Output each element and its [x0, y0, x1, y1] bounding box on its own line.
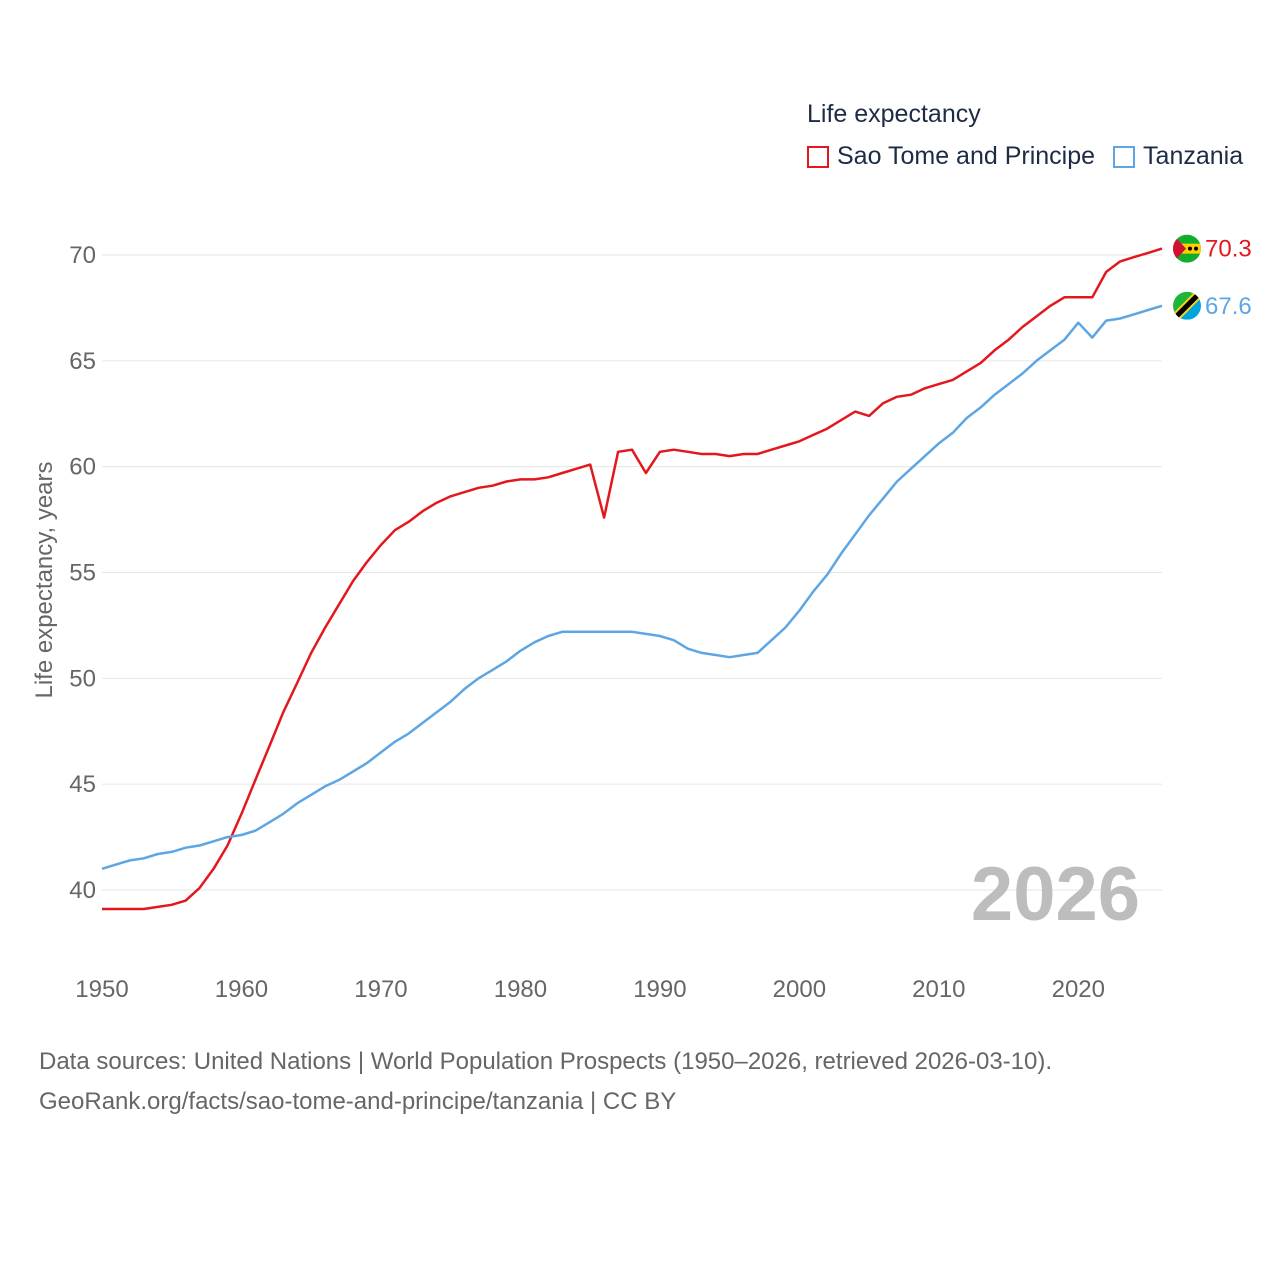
flag-icon-0 [1173, 234, 1201, 263]
x-tick-label-1960: 1960 [215, 976, 268, 1003]
legend: Sao Tome and Principe Tanzania [807, 142, 1261, 171]
x-tick-label-2000: 2000 [773, 976, 826, 1003]
y-tick-label-40: 40 [69, 877, 96, 904]
legend-swatch-sao-tome [807, 145, 829, 168]
series-line-1 [101, 304, 1163, 870]
end-label-0: 70.3 [1205, 236, 1252, 263]
y-tick-labels: 40 45 50 55 60 65 70 [69, 242, 96, 904]
legend-title: Life expectancy [807, 100, 981, 128]
legend-item-sao-tome[interactable]: Sao Tome and Principe [807, 142, 1095, 171]
x-tick-label-2010: 2010 [912, 976, 965, 1003]
x-tick-label-2020: 2020 [1052, 976, 1105, 1003]
y-tick-label-55: 55 [69, 560, 96, 587]
y-tick-label-45: 45 [69, 771, 96, 798]
x-tick-labels: 1950 1960 1970 1980 1990 2000 2010 2020 [75, 976, 1105, 1003]
source-line-1[interactable]: Data sources: United Nations | World Pop… [39, 1048, 1053, 1075]
x-tick-label-1950: 1950 [75, 976, 128, 1003]
end-label-1: 67.6 [1205, 293, 1252, 320]
legend-swatch-tanzania [1113, 145, 1136, 168]
y-tick-label-65: 65 [69, 348, 96, 375]
end-labels: 70.3 67.6 [1173, 234, 1252, 320]
x-tick-label-1970: 1970 [354, 976, 407, 1003]
y-tick-label-50: 50 [69, 665, 96, 692]
y-tick-label-70: 70 [69, 242, 96, 269]
legend-label-sao-tome: Sao Tome and Principe [837, 142, 1096, 170]
watermark-year: 2026 [971, 852, 1140, 937]
legend-label-tanzania: Tanzania [1143, 142, 1244, 170]
x-tick-label-1980: 1980 [494, 976, 547, 1003]
legend-item-tanzania[interactable]: Tanzania [1113, 142, 1243, 171]
series-line-0 [102, 247, 1163, 911]
x-tick-label-1990: 1990 [633, 976, 686, 1003]
series-lines [101, 247, 1163, 911]
flag-icon-1 [1173, 291, 1201, 320]
y-tick-label-60: 60 [69, 454, 96, 481]
source-line-2[interactable]: GeoRank.org/facts/sao-tome-and-principe/… [39, 1088, 677, 1115]
grid-lines [102, 254, 1162, 891]
y-axis-label: Life expectancy, years [31, 461, 58, 698]
source-note: Data sources: United Nations | World Pop… [39, 1042, 1052, 1122]
